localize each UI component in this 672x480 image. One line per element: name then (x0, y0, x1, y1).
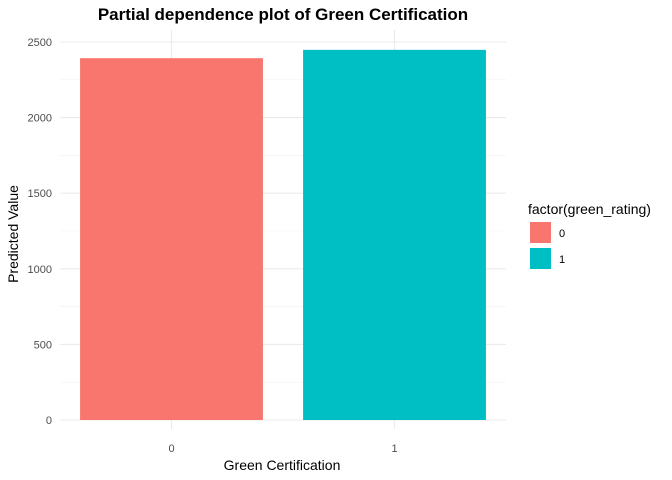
y-axis-title: Predicted Value (5, 185, 21, 283)
legend-label-0: 0 (559, 228, 565, 240)
y-tick-label: 1000 (28, 264, 52, 276)
legend-title: factor(green_rating) (528, 201, 651, 217)
legend-key-0 (530, 222, 551, 243)
x-axis-title: Green Certification (224, 457, 341, 473)
x-tick-label: 0 (168, 443, 174, 455)
chart-title: Partial dependence plot of Green Certifi… (98, 5, 468, 24)
bar-1 (303, 49, 486, 421)
legend-key-1 (530, 248, 551, 269)
legend-items: 01 (530, 222, 565, 269)
y-tick-labels: 0 500 1000 1500 2000 2500 (28, 37, 52, 427)
legend: factor(green_rating) 01 (528, 201, 651, 269)
y-tick-label: 500 (34, 339, 52, 351)
y-tick-label: 1500 (28, 188, 52, 200)
bar-0 (80, 58, 263, 420)
bars (80, 49, 486, 421)
y-tick-label: 2500 (28, 37, 52, 49)
y-tick-label: 2000 (28, 113, 52, 125)
x-tick-label: 1 (391, 443, 397, 455)
y-tick-label: 0 (46, 415, 52, 427)
legend-label-1: 1 (559, 254, 565, 266)
